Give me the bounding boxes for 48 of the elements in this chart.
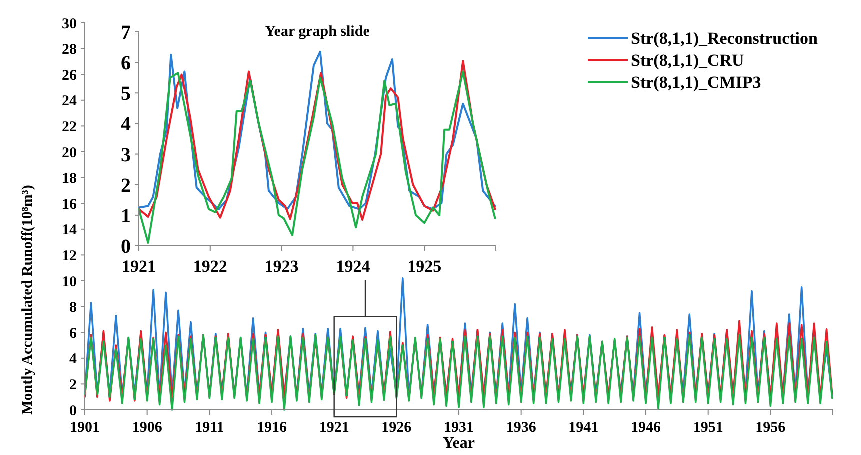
y-tick-label: 12	[62, 248, 77, 264]
y-tick-label: 22	[62, 119, 77, 136]
y-tick-label: 30	[62, 16, 77, 32]
x-tick-label: 1956	[756, 420, 786, 436]
x-tick-label: 1921	[122, 257, 156, 276]
y-tick-label: 20	[62, 145, 77, 162]
x-tick-label: 1924	[336, 257, 371, 276]
x-tick-label: 1941	[568, 420, 599, 436]
x-tick-label: 1906	[132, 420, 163, 436]
x-tick-label: 1922	[193, 257, 228, 276]
y-tick-label: 0	[70, 403, 77, 420]
x-tick-label: 1901	[70, 420, 100, 436]
line-series	[138, 70, 496, 244]
x-tick-label: 1931	[444, 420, 474, 436]
y-tick-label: 1	[121, 205, 131, 228]
y-tick-label: 24	[62, 94, 78, 110]
y-tick-label: 4	[70, 352, 78, 368]
x-tick-label: 1926	[382, 420, 412, 436]
y-tick-label: 6	[121, 52, 131, 75]
y-tick-label: 14	[62, 222, 78, 239]
legend-label: Str(8,1,1)_CMIP3	[631, 72, 762, 92]
y-tick-label: 16	[62, 196, 78, 213]
y-tick-label: 2	[70, 377, 77, 394]
legend-label: Str(8,1,1)_Reconstruction	[631, 28, 819, 48]
legend-label: Str(8,1,1)_CRU	[631, 50, 744, 70]
y-tick-label: 2	[121, 174, 131, 197]
x-tick-label: 1946	[631, 420, 662, 436]
x-tick-label: 1936	[506, 420, 537, 436]
chart-title: Year graph slide	[265, 24, 370, 40]
y-tick-label: 10	[62, 274, 77, 290]
x-tick-label: 1911	[195, 420, 224, 436]
y-tick-label: 7	[121, 22, 131, 44]
x-tick-label: 1951	[693, 420, 724, 436]
y-tick-label: 26	[62, 68, 78, 84]
x-tick-label: 1921	[319, 420, 350, 436]
y-tick-label: 8	[70, 300, 77, 316]
y-tick-label: 3	[121, 144, 131, 166]
x-tick-label: 1923	[264, 257, 299, 276]
x-axis-title: Year	[443, 435, 475, 452]
y-axis-title: Montly Accumulated Runoff(10⁸m³)	[20, 185, 36, 415]
y-tick-label: 18	[62, 171, 77, 188]
x-tick-label: 1916	[257, 420, 288, 436]
y-tick-label: 28	[62, 42, 77, 58]
y-tick-label: 5	[121, 83, 131, 106]
y-tick-label: 4	[121, 114, 131, 136]
y-tick-label: 0	[121, 236, 131, 258]
y-tick-label: 6	[70, 326, 78, 342]
x-tick-label: 1925	[408, 257, 442, 276]
